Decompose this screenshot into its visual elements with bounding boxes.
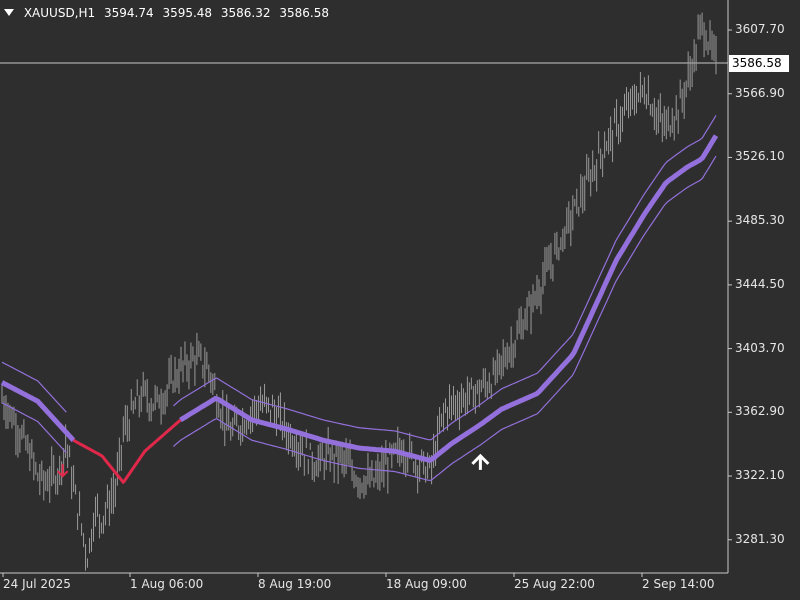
y-tick-label: 3485.30 [735, 213, 785, 228]
band-lower-line [173, 155, 717, 481]
chart-menu-triangle-icon[interactable] [4, 9, 14, 16]
x-tick-label: 18 Aug 09:00 [386, 577, 467, 591]
band-upper-line [1, 361, 67, 413]
x-tick-label: 1 Aug 06:00 [130, 577, 204, 591]
x-tick-label: 2 Sep 14:00 [642, 577, 715, 591]
buy-signal-arrow-icon [471, 453, 490, 470]
sell-signal-arrow-icon [56, 464, 69, 478]
x-tick-label: 24 Jul 2025 [3, 577, 71, 591]
high-price: 3595.48 [162, 6, 213, 20]
y-tick-label: 3403.70 [735, 340, 785, 355]
y-tick-label: 3281.30 [735, 531, 785, 546]
y-tick-label: 3444.50 [735, 276, 785, 291]
x-tick-label: 25 Aug 22:00 [514, 577, 595, 591]
y-tick-label: 3322.10 [735, 468, 785, 483]
symbol-label: XAUUSD,H1 [23, 6, 96, 20]
band-upper-line [173, 115, 717, 441]
low-price: 3586.32 [220, 6, 271, 20]
chart-header: XAUUSD,H1 3594.74 3595.48 3586.32 3586.5… [4, 6, 334, 20]
y-tick-label: 3362.90 [735, 404, 785, 419]
band-middle-line [179, 134, 719, 463]
band-middle-down-line [72, 418, 182, 485]
band-middle-line [0, 380, 76, 443]
band-lower-line [1, 402, 67, 454]
y-tick-label: 3526.10 [735, 149, 785, 164]
open-price: 3594.74 [103, 6, 154, 20]
close-price: 3586.58 [279, 6, 329, 20]
current-price-label: 3586.58 [729, 54, 789, 72]
y-tick-label: 3566.90 [735, 85, 785, 100]
y-tick-label: 3607.70 [735, 22, 785, 37]
x-tick-label: 8 Aug 19:00 [258, 577, 332, 591]
